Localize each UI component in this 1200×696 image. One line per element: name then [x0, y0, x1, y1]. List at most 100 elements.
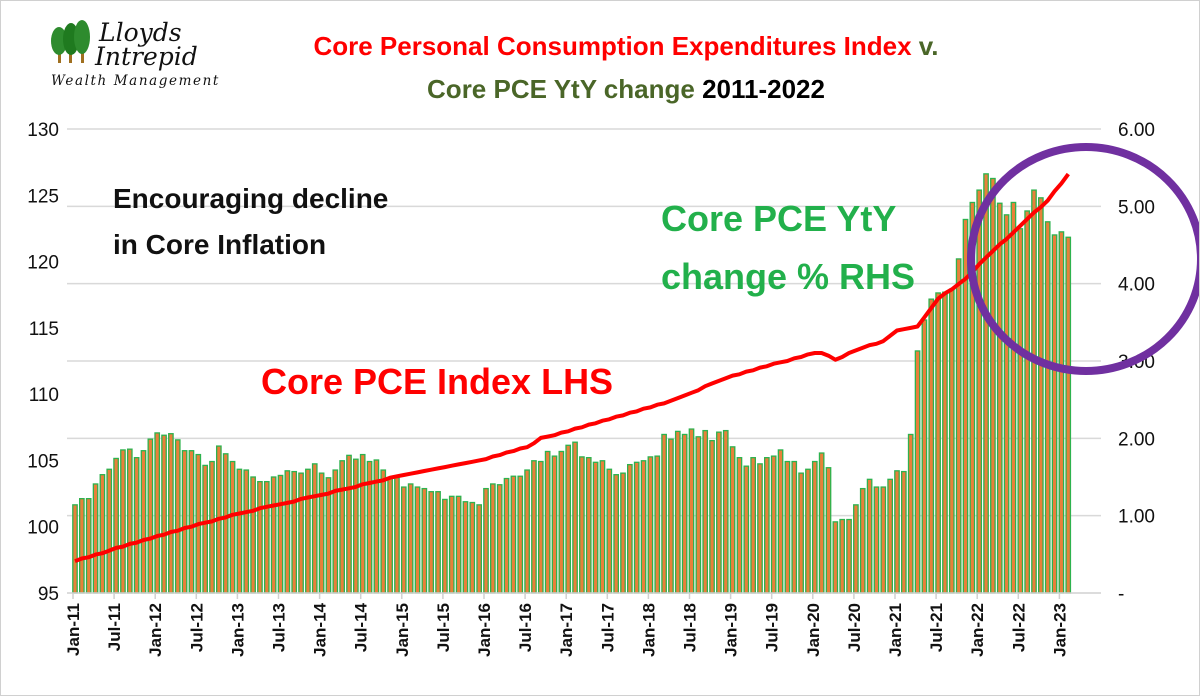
annotation-yty-1: Core PCE YtY: [661, 198, 896, 239]
x-axis-tick-label: Jul-17: [598, 603, 617, 652]
bar: [736, 457, 743, 594]
bar: [1051, 234, 1058, 594]
bar: [236, 468, 243, 594]
bar: [120, 449, 126, 594]
bar: [359, 453, 366, 594]
title-line1-suffix: v.: [919, 31, 939, 61]
bar: [743, 465, 750, 594]
bar: [853, 504, 859, 594]
core-pce-index-line: [74, 172, 1070, 564]
bar: [558, 450, 565, 594]
x-axis-tick-label: Jul-16: [516, 603, 535, 652]
x-axis-tick-label: Jul-18: [681, 603, 700, 652]
bar: [435, 491, 441, 594]
bar: [92, 483, 99, 594]
bar: [1058, 231, 1065, 594]
bar: [935, 292, 941, 594]
bar: [709, 440, 715, 594]
bar: [990, 177, 996, 594]
left-axis-tick-label: 110: [29, 385, 59, 406]
x-axis-tick-label: Jul-13: [270, 603, 289, 652]
bar: [1044, 221, 1051, 594]
title-line1-text: Core Personal Consumption Expenditures I…: [313, 31, 912, 61]
bar: [983, 173, 989, 594]
left-axis-tick-label: 105: [27, 451, 59, 472]
bar: [1003, 214, 1010, 594]
bar: [674, 430, 681, 594]
bar: [79, 498, 85, 594]
bar: [469, 501, 476, 594]
bar: [496, 484, 503, 594]
title-line2-green: Core PCE YtY change: [427, 74, 695, 104]
bar: [339, 460, 346, 594]
bar: [907, 433, 914, 594]
bar: [387, 477, 393, 594]
bar: [948, 288, 955, 594]
left-axis-tick-label: 95: [38, 584, 59, 605]
bar: [305, 468, 311, 594]
x-axis-tick-label: Jan-20: [804, 603, 823, 657]
bar: [277, 474, 284, 594]
bar: [168, 433, 174, 594]
bar: [901, 470, 907, 594]
trees-icon: [51, 20, 90, 63]
bar: [716, 431, 722, 594]
bar: [72, 504, 78, 594]
bar: [209, 460, 215, 594]
bar: [668, 438, 674, 594]
bar: [462, 501, 469, 594]
bar: [188, 450, 195, 594]
bar: [510, 475, 517, 594]
bar: [126, 448, 133, 594]
bar: [976, 189, 983, 594]
bar: [654, 455, 661, 594]
bar: [448, 495, 455, 594]
bar: [394, 477, 400, 594]
x-axis-tick-label: Jul-14: [352, 602, 371, 652]
bar: [592, 461, 599, 594]
bar: [332, 469, 339, 594]
x-axis-tick-label: Jan-13: [228, 603, 247, 657]
bar: [777, 449, 784, 594]
right-axis-tick-label: 6.00: [1118, 120, 1155, 141]
title-line2-black: 2011-2022: [702, 74, 825, 104]
left-axis-tick-label: 130: [27, 120, 59, 141]
bar: [585, 457, 592, 594]
bar: [483, 487, 489, 594]
bar: [627, 463, 633, 594]
bar: [229, 460, 236, 594]
chart-title-line2: Core PCE YtY change 2011-2022: [427, 74, 825, 104]
bar: [859, 487, 866, 594]
logo-line2: Intrepid: [94, 42, 198, 71]
bar: [414, 486, 421, 594]
bar: [284, 470, 291, 594]
bar: [866, 478, 873, 594]
x-axis-tick-label: Jan-22: [968, 603, 987, 657]
bar: [770, 455, 777, 594]
bar: [1017, 228, 1024, 594]
bar: [181, 450, 188, 594]
bar: [750, 457, 757, 594]
bar: [695, 436, 702, 594]
x-axis-tick-label: Jul-20: [845, 603, 864, 652]
x-axis-tick-label: Jan-19: [722, 603, 741, 657]
bar: [380, 469, 387, 594]
bar: [161, 434, 167, 594]
bar: [476, 504, 483, 594]
bar: [572, 441, 578, 594]
bar: [702, 429, 709, 594]
bar: [565, 444, 572, 594]
x-axis-tick-label: Jul-21: [927, 603, 946, 652]
bar: [839, 518, 846, 594]
x-axis-tick-label: Jan-21: [886, 603, 905, 657]
logo: Lloyds Intrepid Wealth Management: [51, 18, 218, 89]
bar: [243, 469, 250, 594]
right-axis-tick-label: 4.00: [1118, 275, 1155, 296]
bar: [113, 457, 119, 594]
bar: [537, 460, 544, 594]
x-axis-tick-label: Jan-17: [557, 603, 576, 657]
bar: [887, 478, 894, 594]
bar: [811, 460, 818, 594]
left-axis-tick-label: 100: [27, 518, 59, 539]
x-axis-tick-label: Jan-14: [311, 602, 330, 656]
